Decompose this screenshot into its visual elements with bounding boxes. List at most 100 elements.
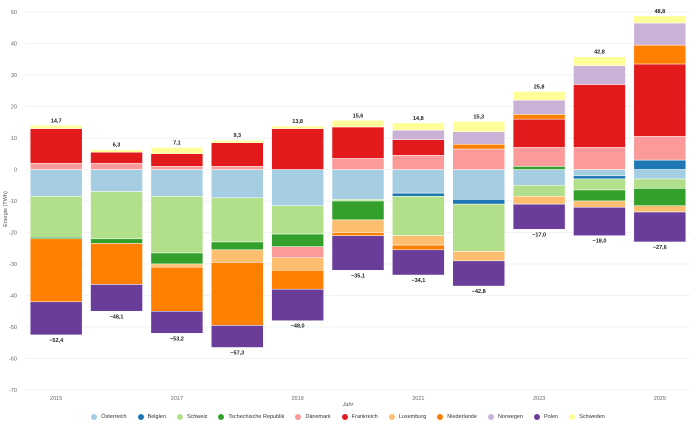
negative-total-label: −34,1	[411, 278, 425, 284]
bar-segment	[633, 15, 687, 24]
bar-segment	[452, 169, 505, 200]
legend-item[interactable]: Dänemark	[295, 414, 331, 420]
bar-segment	[150, 147, 204, 154]
bar-segment	[90, 151, 143, 164]
legend-swatch	[534, 414, 541, 420]
y-axis-ticks: -70 -60 -50 -40 -30 -20 -10 0 10 20 30 40 50	[9, 10, 17, 394]
legend-item[interactable]: Frankreich	[341, 414, 378, 420]
y-tick-label: -20	[9, 231, 17, 237]
bar-segment	[90, 191, 143, 240]
bar-segment	[211, 197, 264, 243]
bar-segment	[512, 114, 566, 120]
bar-segment	[573, 175, 626, 180]
legend-label: Niederlande	[447, 414, 477, 420]
legend-item[interactable]: Polen	[534, 414, 558, 420]
negative-total-label: −57,3	[230, 350, 244, 356]
y-tick-label: -10	[9, 199, 17, 205]
bar-segment	[392, 139, 445, 156]
negative-total-label: −48,1	[110, 314, 124, 320]
legend-label: Dänemark	[305, 414, 331, 420]
legend-swatch	[91, 414, 98, 420]
bar-segment	[150, 263, 204, 268]
legend-swatch	[218, 414, 225, 420]
bar-segment	[29, 238, 83, 303]
bar-segment	[211, 249, 264, 263]
legend-label: Polen	[544, 414, 559, 420]
bar-segment	[150, 153, 204, 167]
bar-segment	[512, 203, 566, 230]
bar-segment	[211, 166, 264, 170]
total-label: 14,7	[51, 118, 62, 124]
x-tick-label: 2021	[412, 396, 424, 402]
legend-item[interactable]: Norwegen	[487, 414, 524, 420]
bar-segment	[633, 159, 687, 170]
bar-segment	[573, 56, 626, 66]
bar-segment	[392, 249, 445, 276]
bars	[29, 15, 687, 348]
bar-segment	[271, 270, 324, 290]
bar-segment	[211, 262, 264, 326]
bar-segment	[392, 244, 445, 251]
bar-segment	[271, 128, 324, 170]
bar-segment	[633, 136, 687, 161]
legend-swatch	[388, 414, 395, 420]
bar-segment	[633, 205, 687, 213]
legend-item[interactable]: Schweiz	[176, 414, 208, 420]
y-tick-label: 30	[11, 73, 17, 79]
legend-item[interactable]: Luxemburg	[388, 414, 426, 420]
y-tick-label: 40	[11, 42, 17, 48]
legend-swatch	[569, 414, 576, 420]
bar-segment	[271, 246, 324, 258]
bar-segment	[331, 169, 385, 200]
legend-label: Schweiz	[186, 414, 208, 420]
bar-segment	[90, 284, 143, 312]
bar-segment	[271, 205, 324, 235]
y-axis-title: Energie (TWh)	[3, 191, 9, 227]
x-axis-title: Jahr	[342, 402, 354, 408]
bar-segment	[452, 260, 505, 287]
total-label: 15,3	[473, 114, 484, 120]
bar-segment	[29, 196, 83, 238]
bar-segment	[271, 257, 324, 271]
bar-segment	[512, 91, 566, 101]
bar-segment	[331, 235, 385, 271]
legend: Österreich Belgien Schweiz Tschechische Rep…	[0, 410, 696, 424]
bar-segment	[633, 188, 687, 206]
negative-total-label: −48,0	[291, 324, 305, 330]
bar-segment	[512, 169, 566, 186]
bar-segment	[633, 22, 687, 46]
legend-item[interactable]: Belgien	[137, 414, 166, 420]
x-axis-ticks: 2015 2017 2019 2021 2023 2025	[50, 396, 666, 402]
bar-segment	[573, 178, 626, 191]
x-tick-label: 2023	[533, 396, 545, 402]
negative-total-label: −17,0	[532, 232, 546, 238]
bar-segment	[29, 169, 83, 197]
bar-segment	[331, 200, 385, 221]
total-label: 14,8	[413, 116, 424, 122]
bar-segment	[271, 169, 324, 206]
bar-segment	[150, 311, 204, 334]
total-labels: 14,7 −52,4 6,3 −48,1 7,1 −53,2 9,3 −57,3 13,8 −48…	[49, 9, 667, 357]
legend-item[interactable]: Tschechische Republik	[218, 414, 284, 420]
x-tick-label: 2019	[292, 396, 304, 402]
legend-item[interactable]: Schweden	[569, 414, 605, 420]
bar-segment	[150, 266, 204, 312]
negative-total-label: −18,0	[592, 239, 606, 245]
bar-segment	[90, 149, 143, 153]
legend-item[interactable]: Österreich	[91, 414, 127, 420]
bar-segment	[29, 125, 83, 129]
x-tick-label: 2015	[50, 396, 62, 402]
negative-total-label: −27,6	[653, 245, 667, 251]
legend-item[interactable]: Niederlande	[437, 414, 477, 420]
legend-label: Schweden	[579, 414, 605, 420]
legend-label: Norwegen	[497, 414, 524, 420]
bar-segment	[271, 233, 324, 247]
legend-swatch	[341, 414, 348, 420]
bar-segment	[392, 122, 445, 131]
bar-segment	[271, 288, 324, 321]
y-tick-label: 20	[11, 105, 17, 111]
bar-segment	[573, 207, 626, 236]
bar-segment	[452, 251, 505, 262]
bar-segment	[633, 63, 687, 137]
